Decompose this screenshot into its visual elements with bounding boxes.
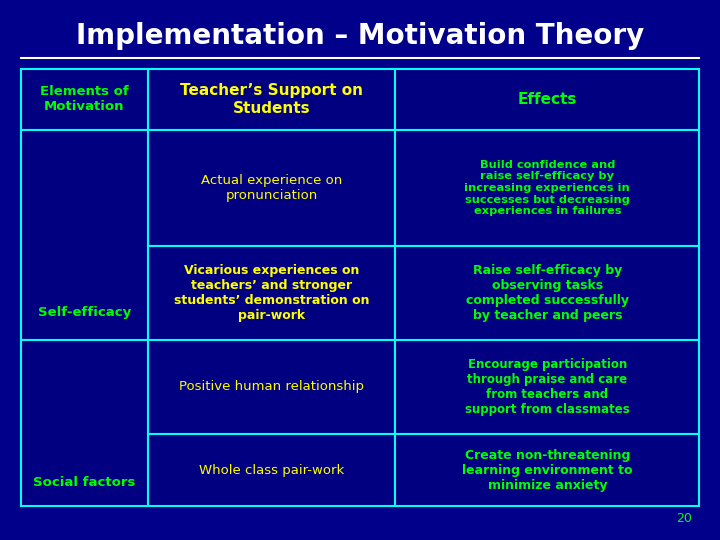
FancyBboxPatch shape: [21, 69, 148, 130]
Text: Raise self-efficacy by
observing tasks
completed successfully
by teacher and pee: Raise self-efficacy by observing tasks c…: [466, 264, 629, 322]
Text: Implementation – Motivation Theory: Implementation – Motivation Theory: [76, 22, 644, 50]
FancyBboxPatch shape: [395, 130, 699, 246]
Text: Whole class pair-work: Whole class pair-work: [199, 464, 344, 477]
Text: Encourage participation
through praise and care
from teachers and
support from c: Encourage participation through praise a…: [465, 358, 630, 416]
FancyBboxPatch shape: [148, 340, 395, 434]
Text: Create non-threatening
learning environment to
minimize anxiety: Create non-threatening learning environm…: [462, 449, 633, 491]
Text: Effects: Effects: [518, 92, 577, 107]
FancyBboxPatch shape: [21, 130, 148, 340]
FancyBboxPatch shape: [21, 340, 148, 507]
Text: Self-efficacy: Self-efficacy: [37, 307, 131, 320]
Text: Vicarious experiences on
teachers’ and stronger
students’ demonstration on
pair-: Vicarious experiences on teachers’ and s…: [174, 264, 369, 322]
FancyBboxPatch shape: [395, 246, 699, 340]
FancyBboxPatch shape: [148, 69, 395, 130]
FancyBboxPatch shape: [148, 130, 395, 246]
FancyBboxPatch shape: [395, 340, 699, 434]
FancyBboxPatch shape: [148, 434, 395, 507]
Text: Teacher’s Support on
Students: Teacher’s Support on Students: [180, 83, 363, 116]
FancyBboxPatch shape: [148, 246, 395, 340]
FancyBboxPatch shape: [395, 69, 699, 130]
Text: Build confidence and
raise self-efficacy by
increasing experiences in
successes : Build confidence and raise self-efficacy…: [464, 160, 630, 217]
Text: Social factors: Social factors: [33, 476, 135, 489]
Text: Elements of
Motivation: Elements of Motivation: [40, 85, 129, 113]
Text: Actual experience on
pronunciation: Actual experience on pronunciation: [201, 174, 342, 202]
Text: Positive human relationship: Positive human relationship: [179, 380, 364, 393]
FancyBboxPatch shape: [395, 434, 699, 507]
Text: 20: 20: [676, 512, 692, 525]
